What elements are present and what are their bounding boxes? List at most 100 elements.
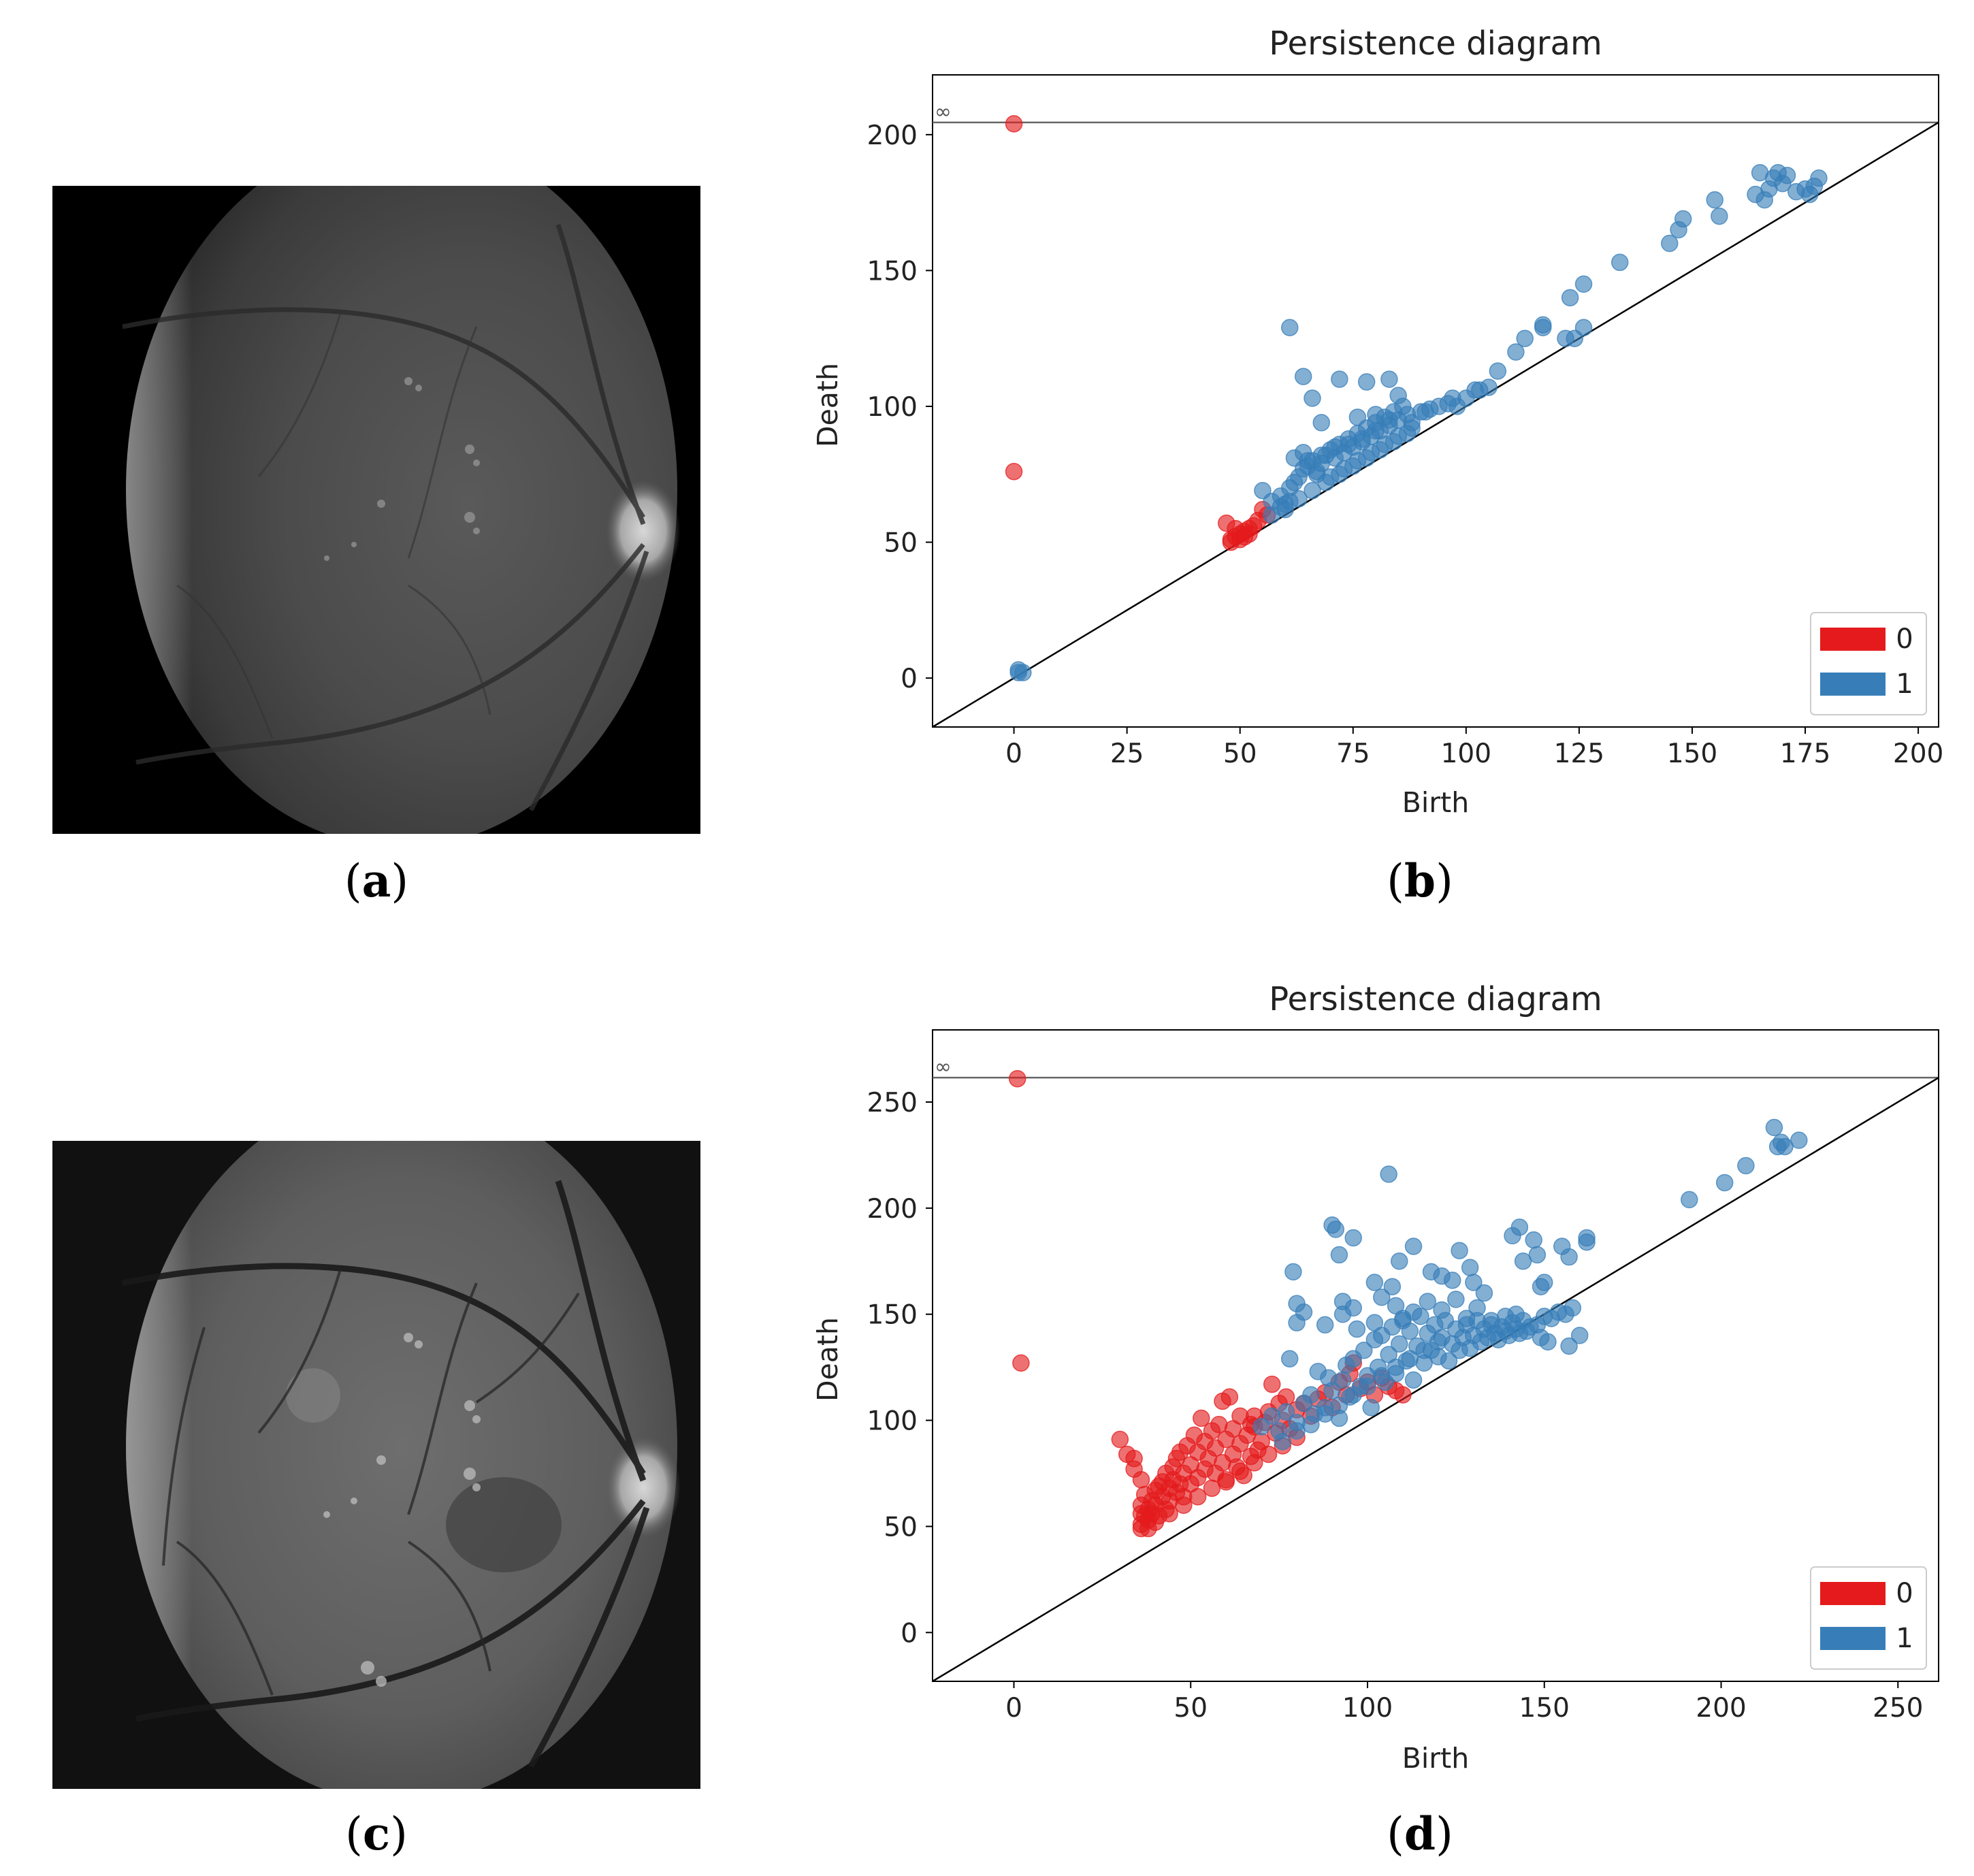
point-dim1 (1316, 1405, 1334, 1423)
point-dim1 (1389, 427, 1407, 445)
point-dim1 (1353, 430, 1371, 448)
point-dim1 (1560, 1337, 1578, 1355)
point-dim1 (1680, 1191, 1698, 1209)
point-dim1 (1277, 1403, 1295, 1421)
y-tick-label: 150 (867, 1300, 918, 1331)
point-dim0 (1132, 1471, 1150, 1489)
point-dim1 (1389, 387, 1407, 404)
point-dim1 (1312, 447, 1331, 464)
point-dim0 (1111, 1430, 1129, 1449)
point-dim1 (1443, 1272, 1461, 1289)
point-dim1 (1373, 1289, 1391, 1306)
point-dim0 (1220, 1388, 1239, 1406)
y-tick-label: 0 (901, 664, 918, 694)
point-dim1 (1711, 207, 1728, 225)
point-dim1 (1404, 1238, 1423, 1255)
point-dim1 (1333, 1371, 1352, 1389)
point-dim1 (1715, 1174, 1734, 1192)
legend-swatch-1 (1820, 1627, 1886, 1650)
point-dim1 (1380, 370, 1398, 388)
point-dim1 (1489, 362, 1507, 380)
chart-d-xlabel: Birth (1402, 1742, 1469, 1775)
x-tick-label: 75 (1336, 739, 1370, 769)
point-dim1 (1383, 1278, 1402, 1295)
point-dim1 (1288, 1422, 1306, 1440)
panel-a-image (52, 186, 700, 834)
x-tick-label: 100 (1342, 1693, 1393, 1724)
x-tick-label: 125 (1554, 739, 1604, 769)
x-tick-label: 150 (1667, 739, 1717, 769)
x-tick-label: 100 (1441, 739, 1491, 769)
point-dim1 (1480, 378, 1498, 396)
point-dim1 (1365, 1274, 1384, 1291)
persistence-diagram-b: Persistence diagram ∞0 25 50 75 100 125 150 175… (811, 25, 1943, 819)
legend-label-0: 0 (1896, 1578, 1913, 1609)
point-dim1 (1415, 1341, 1433, 1359)
point-dim1 (1419, 1293, 1437, 1310)
point-dim1 (1475, 1284, 1493, 1302)
point-dim1 (1373, 1367, 1391, 1385)
point-dim0 (1263, 1375, 1281, 1393)
infinity-label: ∞ (935, 1055, 952, 1079)
x-tick-label: 250 (1873, 1693, 1923, 1724)
legend-swatch-0 (1820, 628, 1886, 651)
diagonal-line (932, 121, 1939, 728)
point-dim1 (1674, 210, 1692, 228)
y-tick-label: 100 (867, 1406, 918, 1437)
point-dim1 (1348, 1320, 1366, 1338)
point-dim1 (1330, 1397, 1348, 1414)
point-dim0 (1161, 1504, 1178, 1523)
y-tick-label: 50 (884, 528, 918, 559)
panel-label-a: (a) (344, 854, 409, 907)
x-tick-label: 50 (1174, 1693, 1208, 1724)
y-tick-label: 200 (867, 1194, 918, 1225)
point-dim1 (1412, 1308, 1429, 1325)
point-dim1 (1429, 1333, 1447, 1351)
point-dim1 (1516, 329, 1534, 347)
panel-label-b: (b) (1387, 854, 1453, 907)
point-dim1 (1367, 422, 1385, 440)
point-dim1 (1281, 492, 1299, 511)
point-dim1 (1401, 1350, 1419, 1368)
x-tick-label: 50 (1223, 739, 1257, 769)
point-dim1 (1465, 1274, 1483, 1291)
point-dim1 (1403, 419, 1421, 437)
point-dim1 (1312, 414, 1331, 432)
point-dim1 (1440, 1352, 1458, 1370)
x-tick-label: 200 (1893, 739, 1943, 769)
point-dim1 (1391, 1252, 1408, 1270)
point-dim1 (1387, 1358, 1405, 1376)
point-dim0 (1012, 1354, 1030, 1372)
point-dim1 (1790, 1131, 1808, 1149)
point-dim1 (1362, 1399, 1380, 1417)
point-dim1 (1302, 1386, 1320, 1404)
legend-label-0: 0 (1896, 624, 1913, 655)
point-dim1 (1535, 1274, 1553, 1291)
chart-b-title: Persistence diagram (1269, 25, 1602, 63)
point-dim1 (1776, 1137, 1794, 1156)
point-dim1 (1327, 1220, 1344, 1238)
point-dim1 (1810, 169, 1828, 187)
point-dim1 (1344, 1229, 1362, 1247)
chart-b-ylabel: Death (811, 363, 844, 447)
panel-c-image (52, 1141, 700, 1789)
point-dim1 (1534, 316, 1552, 334)
point-dim1 (1525, 1231, 1542, 1249)
panel-label-c: (c) (345, 1807, 408, 1860)
point-dim0 (1231, 1462, 1249, 1481)
point-dim0 (1005, 463, 1023, 481)
point-dim1 (1252, 1418, 1270, 1436)
point-dim1 (1294, 368, 1312, 385)
y-tick-label: 250 (867, 1088, 918, 1118)
point-dim0 (1246, 1454, 1263, 1472)
x-tick-label: 0 (1005, 1693, 1022, 1724)
point-dim1 (1376, 436, 1394, 453)
point-dim1 (1404, 1371, 1423, 1389)
point-dim1 (1528, 1246, 1547, 1264)
point-dim1 (1302, 1416, 1320, 1434)
point-dim1 (1561, 289, 1579, 307)
point-dim1 (1514, 1252, 1532, 1270)
point-dim1 (1611, 253, 1629, 272)
point-dim1 (1574, 275, 1593, 293)
y-tick-label: 100 (867, 392, 918, 423)
